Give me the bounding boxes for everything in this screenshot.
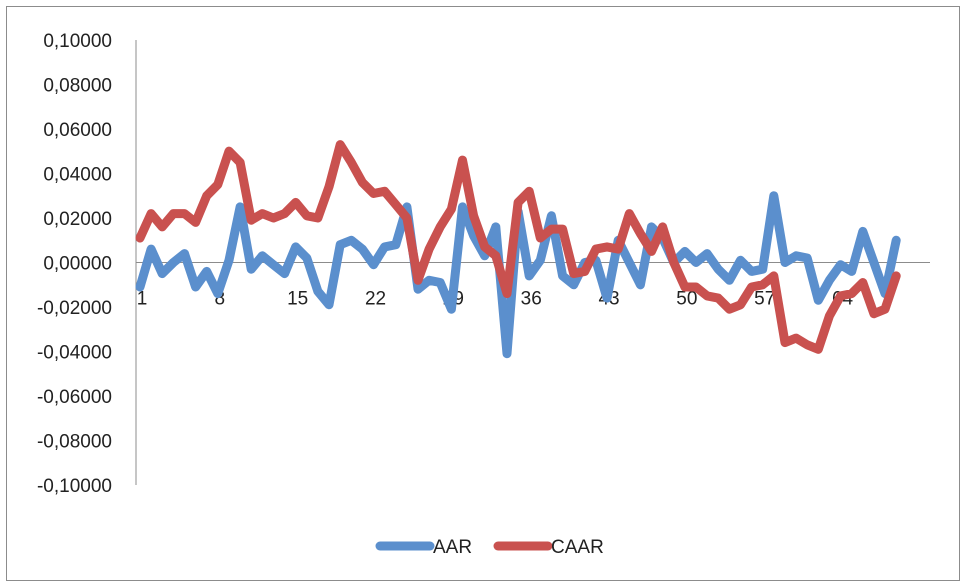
series-lines xyxy=(135,140,901,359)
legend: AAR CAAR xyxy=(375,537,604,558)
y-tick-label: -0,04000 xyxy=(37,343,112,364)
y-tick-label: 0,02000 xyxy=(43,209,112,230)
x-tick-label: 15 xyxy=(287,289,308,310)
y-tick-label: -0,08000 xyxy=(37,432,112,453)
legend-label-aar: AAR xyxy=(433,537,472,558)
x-tick-label: 57 xyxy=(754,289,775,310)
chart-frame xyxy=(6,6,960,581)
x-tick-label: 36 xyxy=(521,289,542,310)
y-tick-label: -0,02000 xyxy=(37,298,112,319)
x-tick-label: 8 xyxy=(215,289,226,310)
y-tick-label: -0,10000 xyxy=(37,476,112,497)
legend-label-caar: CAAR xyxy=(551,537,604,558)
y-tick-label: 0,04000 xyxy=(43,165,112,186)
y-tick-label: -0,06000 xyxy=(37,387,112,408)
y-tick-label: 0,10000 xyxy=(43,31,112,52)
series-line-caar xyxy=(135,140,901,354)
x-tick-label: 1 xyxy=(137,289,148,310)
y-tick-label: 0,06000 xyxy=(43,120,112,141)
x-tick-label: 22 xyxy=(365,289,386,310)
y-axis: 0,10000 0,08000 0,06000 0,04000 0,02000 0,000… xyxy=(37,31,137,497)
y-tick-label: 0,00000 xyxy=(43,254,112,275)
y-tick-label: 0,08000 xyxy=(43,76,112,97)
x-tick-label: 50 xyxy=(676,289,697,310)
